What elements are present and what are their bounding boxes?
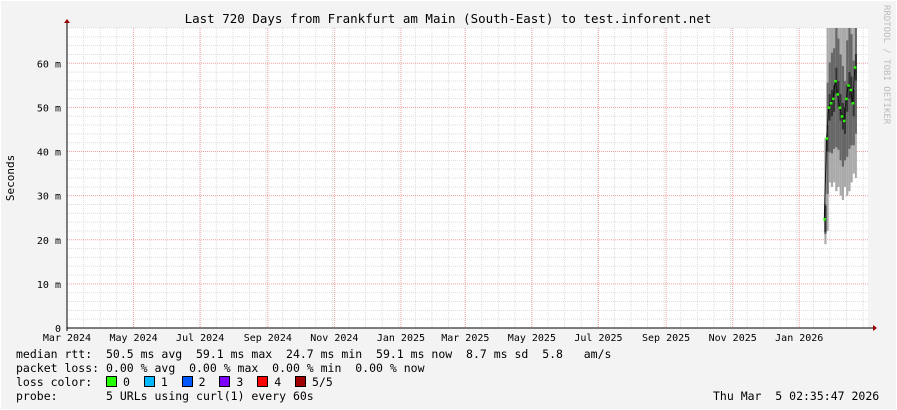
median-point [842,119,846,123]
watermark: RRDTOOL / TOBI OETIKER [881,5,891,125]
x-tick-label: May 2024 [109,333,157,344]
loss-color-item: 3 [219,375,243,389]
legend-packet-loss: packet loss: 0.00 % avg 0.00 % max 0.00 … [16,361,425,375]
x-tick-label: Jan 2026 [775,333,823,344]
loss-color-item: 4 [257,375,281,389]
median-point [836,93,839,96]
x-axis-arrow [873,325,877,331]
smoke-core [854,28,857,134]
y-tick-label: 20 m [37,236,61,247]
median-point [840,115,844,118]
chart-title: Last 720 Days from Frankfurt am Main (So… [185,11,712,26]
x-tick-label: Jul 2024 [176,333,224,344]
probe-label: probe: [16,389,58,403]
y-tick-label: 10 m [37,280,61,291]
loss-color-value: 3 [236,375,244,389]
probe-value: 5 URLs using curl(1) every 60s [106,389,314,403]
x-tick-label: Nov 2024 [310,333,358,344]
x-tick-label: May 2025 [508,333,556,344]
legend-median-rtt: median rtt: 50.5 ms avg 59.1 ms max 24.7… [16,347,612,361]
median-point [851,102,855,105]
median-point [832,97,835,101]
loss-color-value: 1 [160,375,168,389]
loss-color-swatch [257,376,269,387]
loss-color-item: 0 [106,375,130,389]
x-tick-label: Mar 2024 [43,333,91,344]
x-tick-label: Sep 2025 [642,333,690,344]
loss-color-swatch [219,376,231,387]
median-point [849,88,853,92]
loss-color-item: 5/5 [295,375,333,389]
median-point [825,137,829,140]
median-point [845,97,848,101]
y-axis-label: Seconds [4,155,17,201]
timestamp: Thu Mar 5 02:35:47 2026 [713,389,880,403]
loss-color-item: 2 [181,375,206,389]
legend-probe: probe: 5 URLs using curl(1) every 60s [16,389,314,403]
loss-color-value: 2 [198,375,206,389]
y-tick-label: 50 m [37,103,61,114]
median-point [834,79,837,83]
loss-color-swatch [106,376,118,387]
median-point [823,218,826,221]
median-point [853,66,857,69]
loss-color-item: 1 [143,375,168,389]
y-tick-label: 60 m [37,59,61,70]
loss-color-swatch [143,376,155,387]
median-point [847,84,850,87]
y-tick-label: 30 m [37,192,61,203]
x-tick-label: Nov 2025 [709,333,757,344]
loss-color-swatch [181,376,193,387]
y-tick-label: 0 [55,324,61,335]
median-point [838,106,842,109]
y-tick-label: 40 m [37,148,61,159]
y-axis-arrow [64,19,70,23]
x-tick-label: Mar 2025 [441,333,489,344]
x-tick-label: Jan 2025 [377,333,425,344]
x-tick-label: Sep 2024 [244,333,292,344]
median-point [827,106,831,109]
loss-color-value: 4 [274,375,282,389]
loss-color-value: 0 [123,375,130,389]
loss-color-swatch [295,376,307,387]
loss-color-value: 5/5 [312,375,333,389]
median-point [829,102,833,105]
legend-loss-color: loss color: 0 1 2 3 4 5/5 [16,375,347,389]
x-tick-label: Jul 2025 [574,333,622,344]
loss-color-label: loss color: [16,375,93,389]
